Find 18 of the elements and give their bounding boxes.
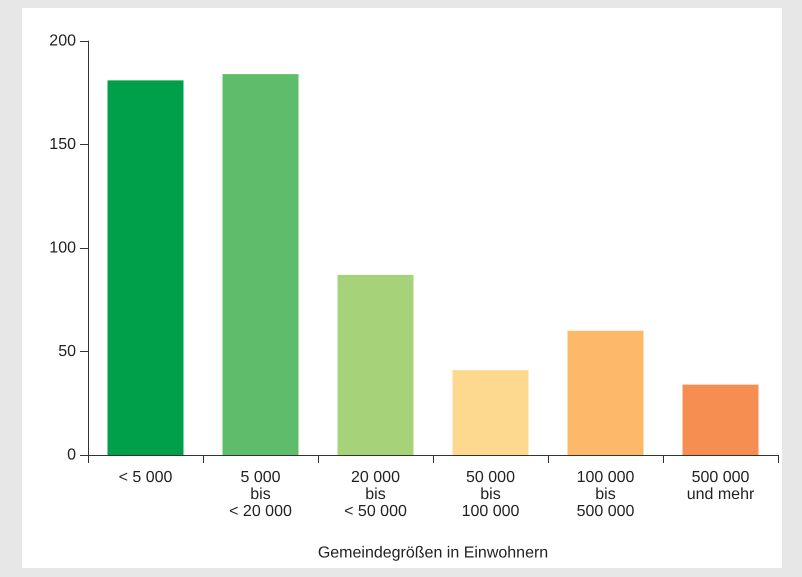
y-tick-label: 100 xyxy=(49,240,76,256)
bar xyxy=(682,384,758,455)
bar xyxy=(452,370,528,455)
x-tick-label: < 5 000 xyxy=(118,469,173,486)
x-tick-label: 20 000 bis < 50 000 xyxy=(344,469,407,520)
bar xyxy=(108,80,184,455)
y-tick-label: 0 xyxy=(67,446,76,464)
y-tick-label: 50 xyxy=(58,343,76,360)
x-tick-label: 50 000 bis 100 000 xyxy=(462,469,520,520)
bar xyxy=(568,330,644,455)
bar xyxy=(222,74,298,455)
x-tick-label: 500 000 und mehr xyxy=(686,469,755,503)
x-tick-label: 5 000 bis < 20 000 xyxy=(229,469,292,520)
x-tick-label: 100 000 bis 500 000 xyxy=(576,469,635,520)
y-tick-label: 150 xyxy=(49,136,76,153)
y-tick-label: 200 xyxy=(49,32,76,50)
x-axis-title: Gemeindegrößen in Einwohnern xyxy=(318,544,548,562)
bar xyxy=(338,274,414,455)
